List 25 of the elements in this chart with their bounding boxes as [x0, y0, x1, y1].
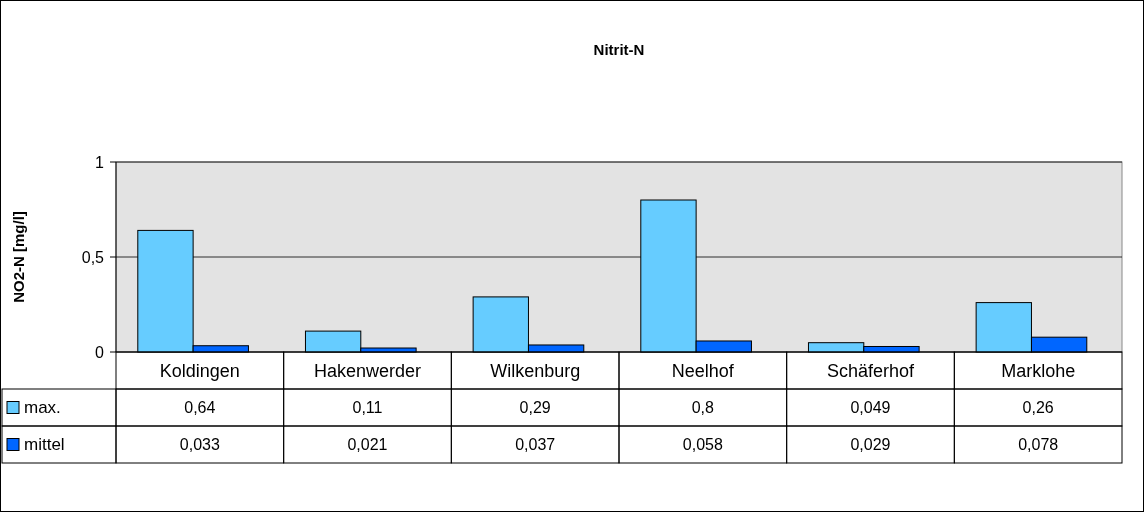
data-label: 0,26: [1022, 399, 1054, 417]
data-label: 0,11: [352, 399, 383, 417]
data-label: 0,058: [682, 436, 723, 454]
data-label: 0,029: [850, 436, 891, 454]
data-label: 0,8: [691, 399, 715, 417]
x-tick-label: Marklohe: [1001, 360, 1076, 381]
legend-label: mittel: [24, 435, 65, 455]
data-label: 0,29: [519, 399, 551, 417]
data-label: 0,021: [347, 436, 388, 454]
x-tick-label: Hakenwerder: [313, 360, 422, 381]
data-label: 0,64: [184, 399, 216, 417]
x-tick-label: Wilkenburg: [490, 360, 581, 381]
y-tick-label: 1: [95, 153, 105, 171]
x-tick-label: Neelhof: [671, 360, 735, 381]
y-tick-label: 0: [95, 343, 105, 361]
x-tick-label: Schäferhof: [826, 360, 916, 381]
y-axis-title: NO2-N [mg/l]: [10, 211, 27, 303]
data-label: 0,049: [850, 399, 891, 417]
data-label: 0,033: [179, 436, 220, 454]
data-label: 0,037: [515, 436, 556, 454]
x-tick-label: Koldingen: [159, 360, 240, 381]
y-tick-label: 0,5: [81, 248, 105, 266]
data-label: 0,078: [1018, 436, 1059, 454]
legend-label: max.: [24, 398, 61, 418]
chart-title: Nitrit-N: [593, 41, 645, 58]
